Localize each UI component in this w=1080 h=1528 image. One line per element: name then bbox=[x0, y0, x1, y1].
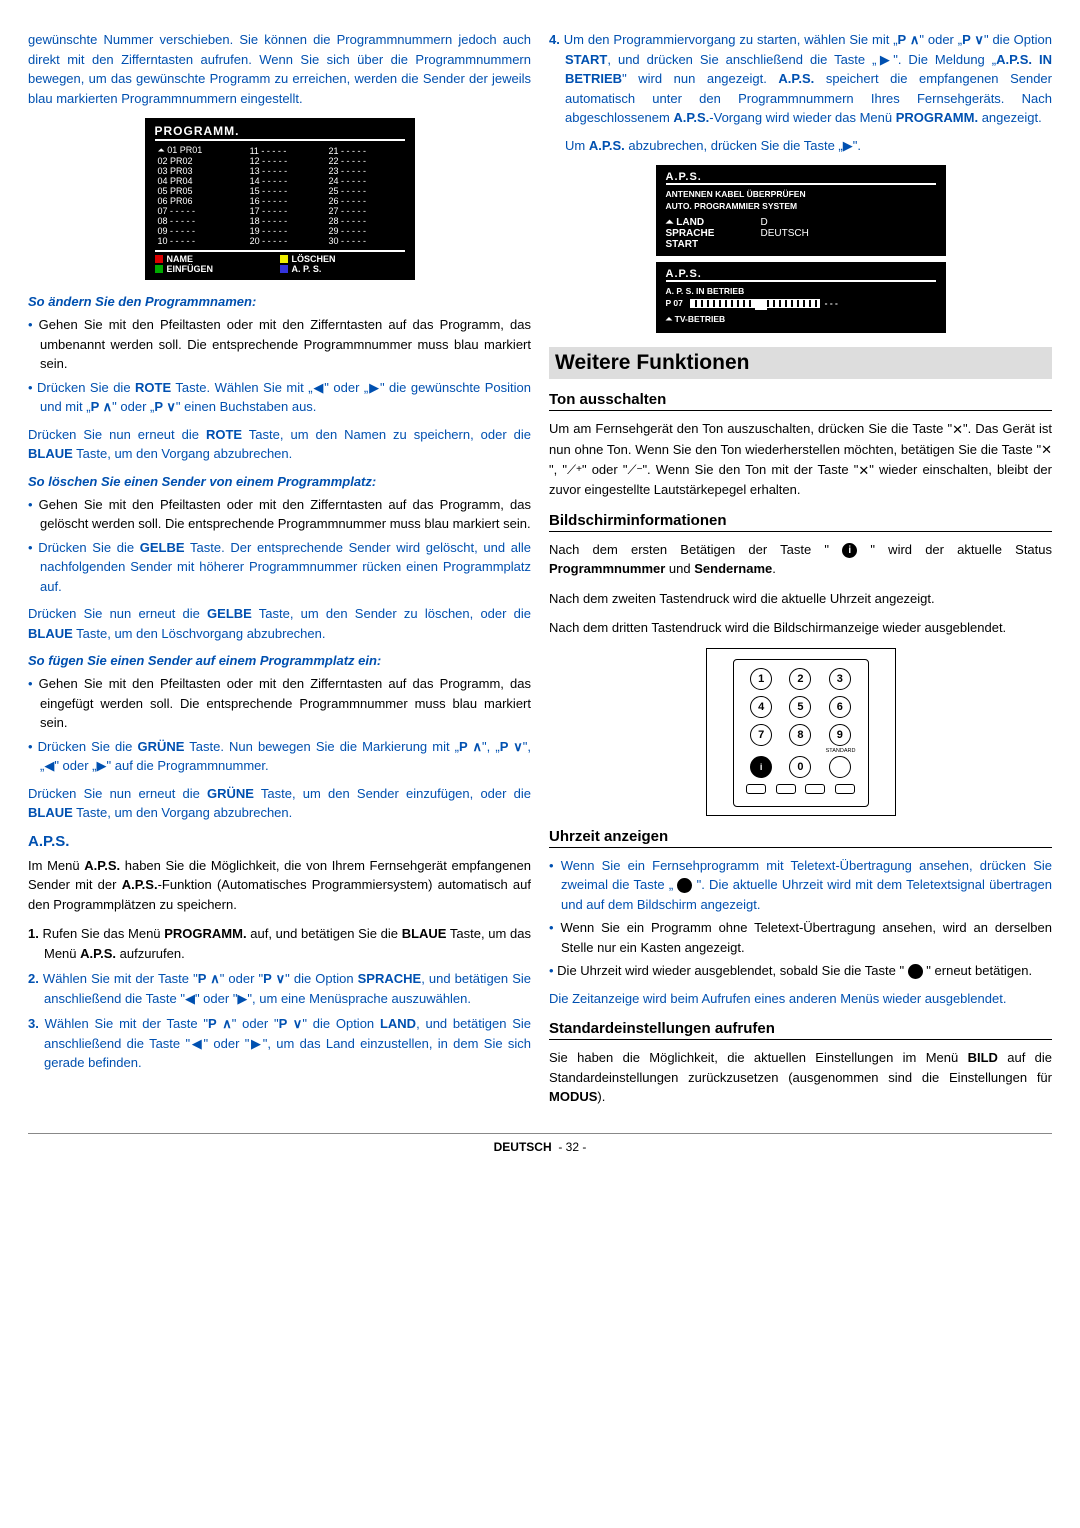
programm-box-title: PROGRAMM. bbox=[155, 124, 405, 141]
uhr-b1: Wenn Sie ein Fernsehprogramm mit Teletex… bbox=[549, 856, 1052, 915]
aps-step-2: Wählen Sie mit der Taste "P ∧" oder "P ∨… bbox=[28, 969, 531, 1008]
h-uhrzeit: Uhrzeit anzeigen bbox=[549, 828, 1052, 848]
sub-rename: So ändern Sie den Programmnamen: bbox=[28, 294, 531, 309]
intro-text: gewünschte Nummer verschieben. Sie könne… bbox=[28, 30, 531, 108]
programm-osd-box: PROGRAMM. ⏶ 01 PR0111 - - - - -21 - - - … bbox=[145, 118, 415, 280]
programm-table: ⏶ 01 PR0111 - - - - -21 - - - - - 02 PR0… bbox=[155, 145, 405, 246]
right-column: Um den Programmiervorgang zu starten, wä… bbox=[549, 30, 1052, 1117]
std-p: Sie haben die Möglichkeit, die aktuellen… bbox=[549, 1048, 1052, 1107]
aps-heading: A.P.S. bbox=[28, 833, 531, 850]
mute-icon: ✕ bbox=[952, 420, 963, 440]
aps-step-4: Um den Programmiervorgang zu starten, wä… bbox=[549, 30, 1052, 128]
programm-box-footer: NAME LÖSCHEN EINFÜGEN A. P. S. bbox=[155, 250, 405, 274]
aps-intro: Im Menü A.P.S. haben Sie die Möglichkeit… bbox=[28, 856, 531, 915]
bild-p3: Nach dem dritten Tastendruck wird die Bi… bbox=[549, 618, 1052, 638]
left-column: gewünschte Nummer verschieben. Sie könne… bbox=[28, 30, 531, 1117]
delete-step-1: Gehen Sie mit den Pfeiltasten oder mit d… bbox=[28, 495, 531, 534]
h-bildschirminfo: Bildschirminformationen bbox=[549, 512, 1052, 532]
uhr-b2: Wenn Sie ein Programm ohne Teletext-Über… bbox=[549, 918, 1052, 957]
mute-icon: ✕ bbox=[858, 461, 869, 481]
page-footer: DEUTSCH - 32 - bbox=[28, 1133, 1052, 1154]
rename-note: Drücken Sie nun erneut die ROTE Taste, u… bbox=[28, 425, 531, 464]
info-icon: i bbox=[842, 543, 857, 558]
aps-osd-box-2: A.P.S. A. P. S. IN BETRIEB P 07 - - - ⏶ … bbox=[656, 262, 946, 333]
rename-step-2: Drücken Sie die ROTE Taste. Wählen Sie m… bbox=[28, 378, 531, 417]
delete-note: Drücken Sie nun erneut die GELBE Taste, … bbox=[28, 604, 531, 643]
sub-delete: So löschen Sie einen Sender von einem Pr… bbox=[28, 474, 531, 489]
mute-icon: ✕ bbox=[1041, 440, 1052, 460]
bild-p1: Nach dem ersten Betätigen der Taste " i … bbox=[549, 540, 1052, 579]
two-column-layout: gewünschte Nummer verschieben. Sie könne… bbox=[28, 30, 1052, 1117]
remote-diagram: 123 456 789 STANDARD i0 bbox=[706, 648, 896, 816]
uhr-note: Die Zeitanzeige wird beim Aufrufen eines… bbox=[549, 989, 1052, 1009]
insert-note: Drücken Sie nun erneut die GRÜNE Taste, … bbox=[28, 784, 531, 823]
sub-insert: So fügen Sie einen Sender auf einem Prog… bbox=[28, 653, 531, 668]
bild-p2: Nach dem zweiten Tastendruck wird die ak… bbox=[549, 589, 1052, 609]
aps-step-3: Wählen Sie mit der Taste "P ∧" oder "P ∨… bbox=[28, 1014, 531, 1073]
delete-step-2: Drücken Sie die GELBE Taste. Der entspre… bbox=[28, 538, 531, 597]
aps-cancel-note: Um A.P.S. abzubrechen, drücken Sie die T… bbox=[549, 136, 1052, 156]
insert-step-2: Drücken Sie die GRÜNE Taste. Nun bewegen… bbox=[28, 737, 531, 776]
h-standard: Standardeinstellungen aufrufen bbox=[549, 1020, 1052, 1040]
section-weitere-funktionen: Weitere Funktionen bbox=[549, 347, 1052, 379]
aps-osd-box-1: A.P.S. ANTENNEN KABEL ÜBERPRÜFEN AUTO. P… bbox=[656, 165, 946, 256]
uhr-b3: Die Uhrzeit wird wieder ausgeblendet, so… bbox=[549, 961, 1052, 981]
info-icon: i bbox=[908, 964, 923, 979]
insert-step-1: Gehen Sie mit den Pfeiltasten oder mit d… bbox=[28, 674, 531, 733]
aps-step-1: Rufen Sie das Menü PROGRAMM. auf, und be… bbox=[28, 924, 531, 963]
rename-step-1: Gehen Sie mit den Pfeiltasten oder mit d… bbox=[28, 315, 531, 374]
ton-text: Um am Fernsehgerät den Ton auszuschalten… bbox=[549, 419, 1052, 499]
info-icon: i bbox=[677, 878, 692, 893]
h-ton-ausschalten: Ton ausschalten bbox=[549, 391, 1052, 411]
